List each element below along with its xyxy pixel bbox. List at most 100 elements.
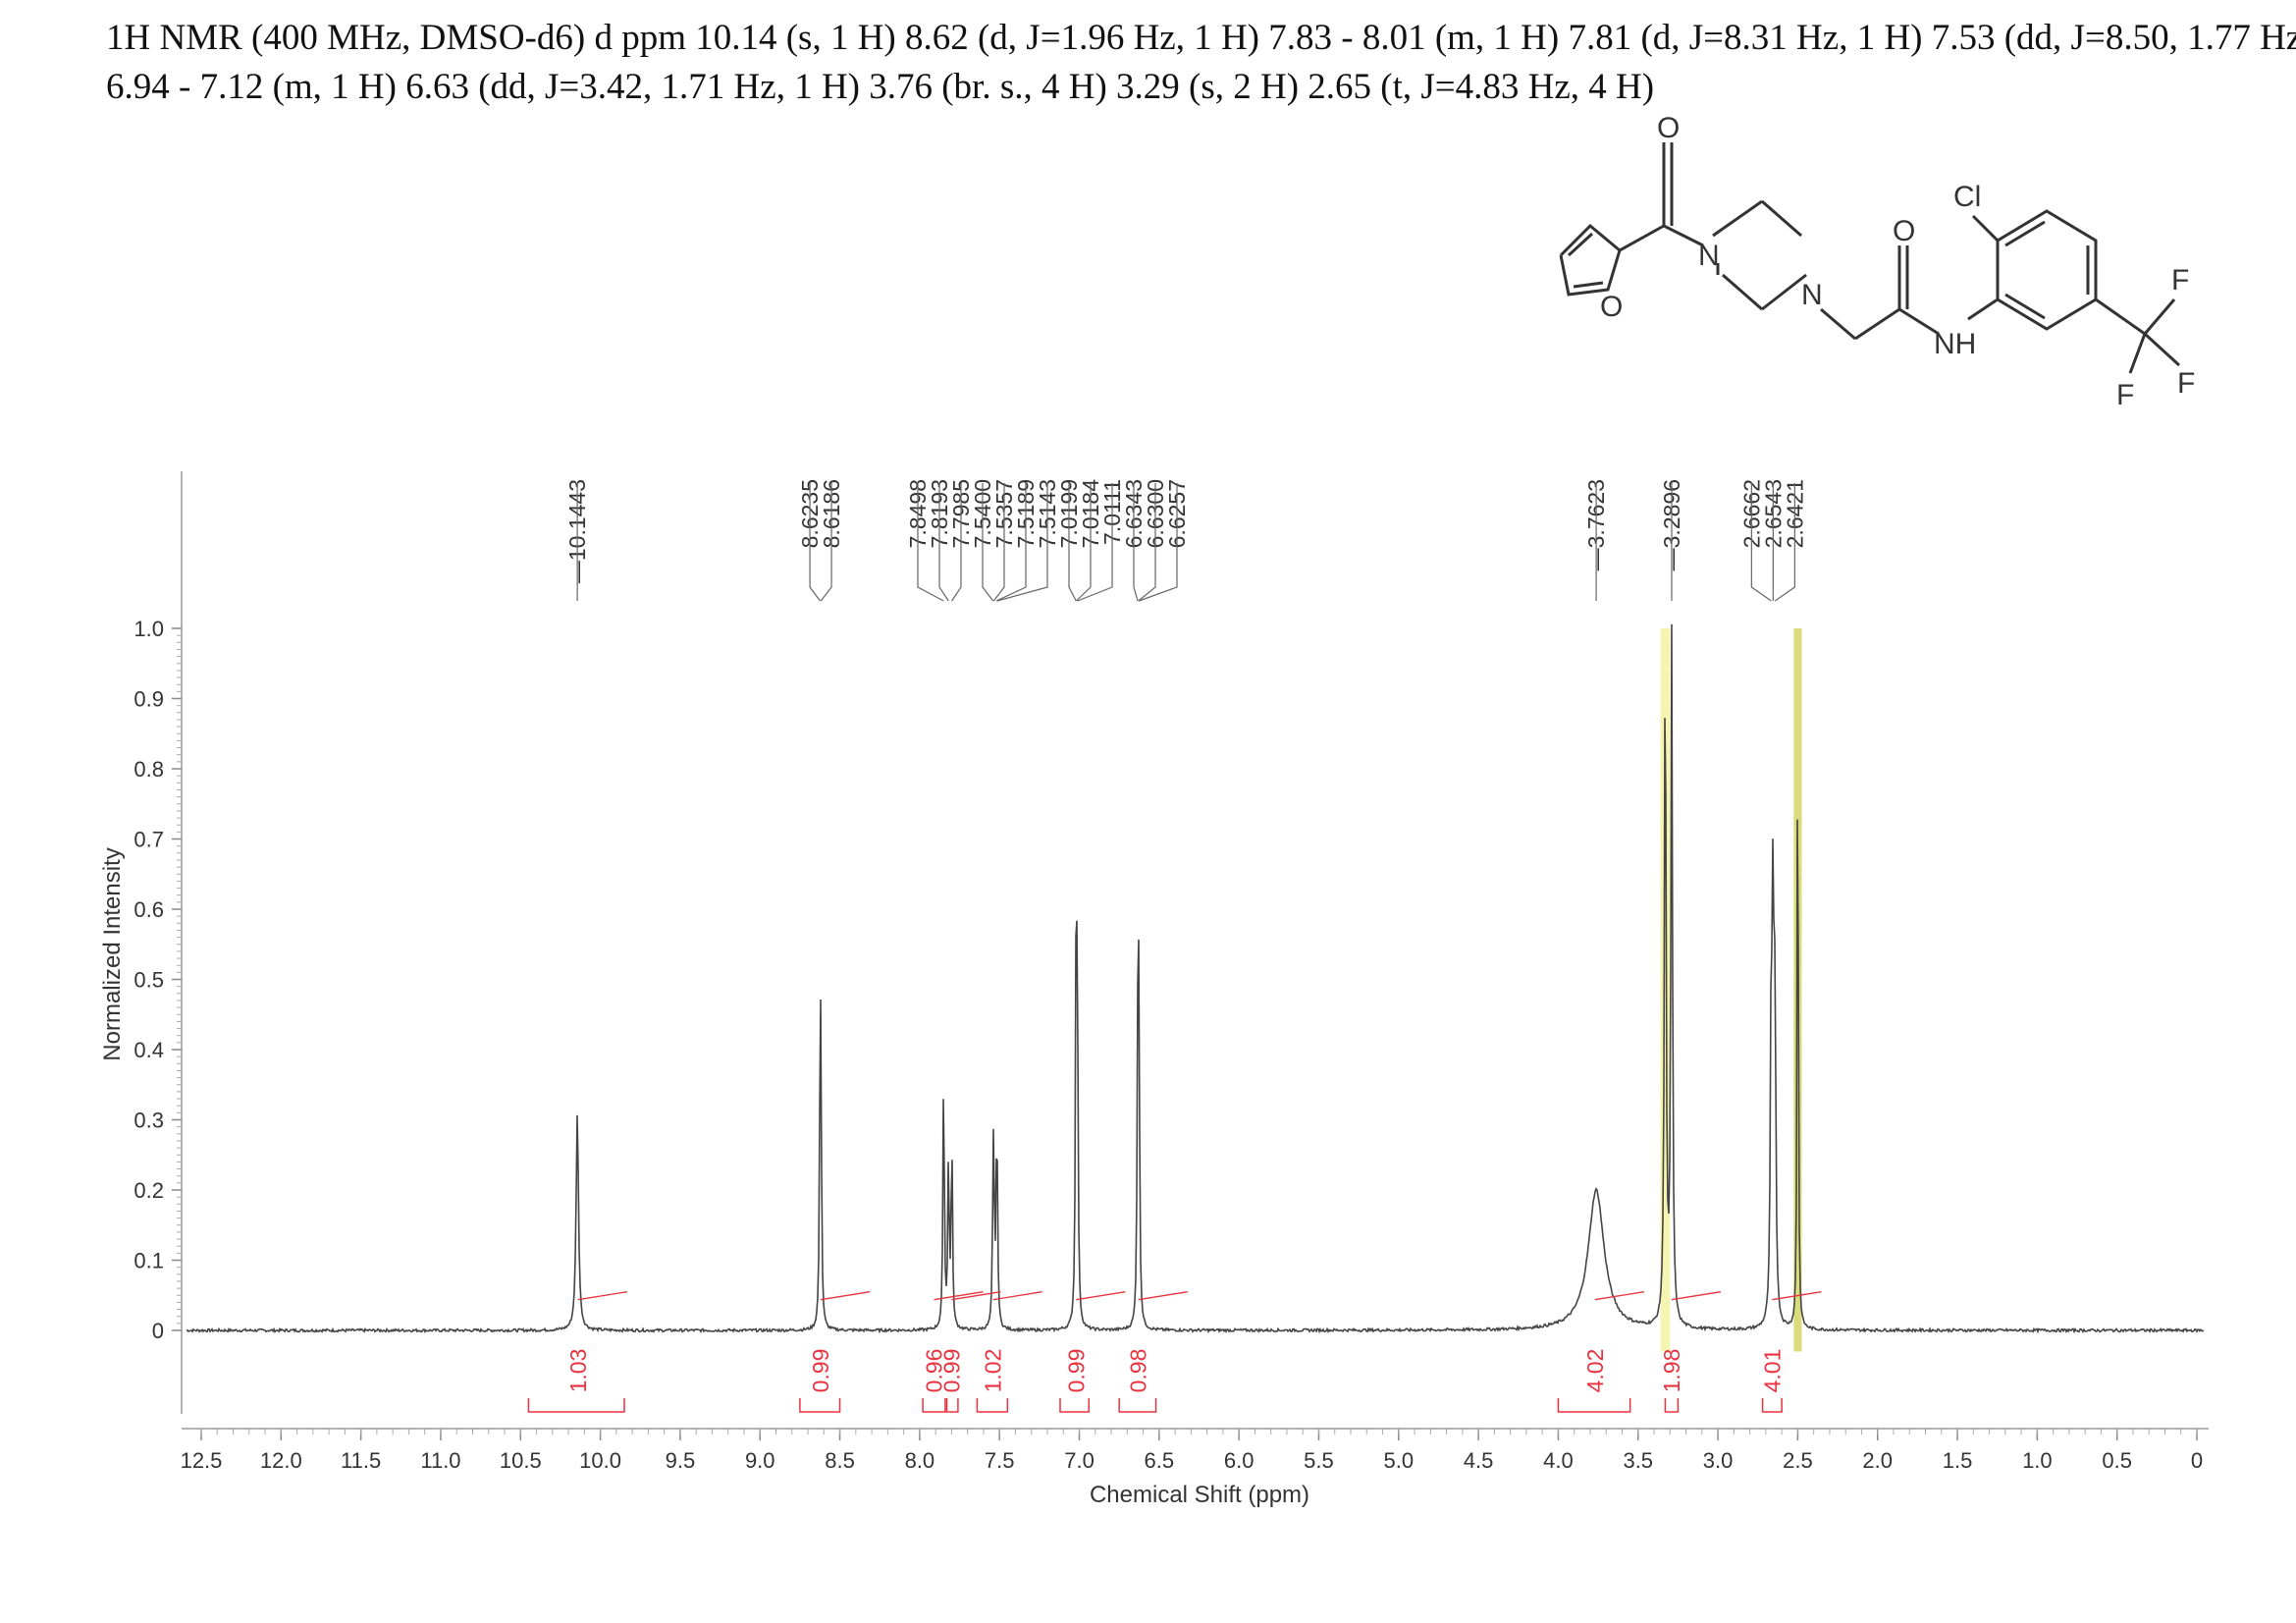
peak-label-connector [982,483,994,602]
x-tick-label: 0.5 [2102,1448,2132,1473]
chemical-structure: O N N O O NH Cl F F F [1559,112,2195,411]
peak-label-connector [1750,483,1772,602]
peak-label-connector [917,483,944,602]
x-tick-label: 3.5 [1623,1448,1653,1473]
y-tick-label: 1.0 [133,617,164,641]
peak-label-connector [938,483,949,602]
integral-bracket [1664,1398,1680,1413]
peak-label-connector [1133,483,1139,602]
integral-curve [934,1291,984,1301]
nmr-description-line-1: 1H NMR (400 MHz, DMSO-d6) d ppm 10.14 (s… [106,18,2296,58]
integral-bracket [1761,1398,1783,1413]
y-tick-label: 0 [152,1319,164,1343]
integral-bracket [1059,1398,1091,1413]
peak-label-connector [1068,483,1077,602]
peak-label-connector [820,483,832,602]
x-tick-label: 2.5 [1783,1448,1813,1473]
integral-value-label: 1.98 [1659,1349,1684,1393]
integral-bracket [1557,1398,1631,1413]
nmr-description: 1H NMR (400 MHz, DMSO-d6) d ppm 10.14 (s… [106,14,2296,112]
y-tick-label: 0.7 [133,828,164,852]
peak-label-connector [996,483,1048,602]
integral-bracket [922,1398,946,1413]
peak-label-connector [992,483,1005,602]
x-tick-label: 5.5 [1304,1448,1334,1473]
y-tick-label: 0.2 [133,1178,164,1203]
x-tick-label: 11.5 [341,1448,381,1473]
x-tick-label: 12.5 [181,1448,223,1473]
integral-curve [951,1291,1001,1301]
x-tick-label: 4.0 [1543,1448,1574,1473]
x-axis-title: Chemical Shift (ppm) [1090,1482,1309,1508]
x-tick-label: 7.0 [1064,1448,1095,1473]
peak-label-connector [1076,483,1092,602]
integral-bracket [1118,1398,1157,1413]
atom-label: O [1893,215,1915,247]
integral-value-label: 4.01 [1759,1349,1785,1393]
integral-curve [1772,1291,1822,1301]
y-tick-label: 0.9 [133,687,164,712]
y-tick-label: 0.6 [133,897,164,922]
peak-label-connector [809,483,821,602]
y-tick-label: 0.5 [133,968,164,993]
x-tick-label: 9.5 [666,1448,696,1473]
peak-label-connector [1774,483,1795,602]
integral-curve [1671,1291,1722,1301]
chart-axes: 0 0.1 0.2 0.3 0.4 0.5 0.6 0.7 0.8 0.9 1.0 12.5 12.0 1… [133,471,2209,1473]
peak-label-connector [1077,483,1113,602]
peak-label-connector [995,483,1027,602]
x-tick-label: 12.0 [260,1448,302,1473]
atom-label: F [2177,367,2195,400]
x-tick-label: 1.5 [1943,1448,1973,1473]
peak-label-connector [1138,483,1156,602]
x-tick-label: 5.0 [1384,1448,1415,1473]
x-tick-label: 6.0 [1224,1448,1255,1473]
x-tick-label: 11.0 [420,1448,460,1473]
x-tick-label: 1.0 [2022,1448,2053,1473]
integral-bracket [945,1398,959,1413]
peak-label-connector [1139,483,1178,602]
integral-value-label: 1.02 [981,1349,1006,1393]
y-tick-label: 0.8 [133,757,164,782]
integral-value-label: 4.02 [1582,1349,1608,1393]
integral-value-label: 0.98 [1126,1349,1151,1393]
x-tick-label: 0 [2191,1448,2203,1473]
x-tick-label: 8.5 [825,1448,855,1473]
integral-value-label: 1.03 [565,1349,591,1393]
nmr-description-line-2: 6.94 - 7.12 (m, 1 H) 6.63 (dd, J=3.42, 1… [106,67,1655,107]
x-tick-label: 10.0 [579,1448,621,1473]
integral-curve [1138,1291,1188,1301]
integral-bracket [799,1398,841,1413]
integral-value-label: 0.96 [922,1349,947,1393]
integral-curve [820,1291,871,1301]
solvent-highlight-regions [1660,628,1802,1352]
peak-label-connector [951,483,962,602]
solvent-region [1660,628,1671,1352]
atom-label: O [1657,112,1680,144]
atom-label: F [2116,379,2134,411]
x-tick-label: 6.5 [1145,1448,1175,1473]
atom-label: N [1698,240,1720,272]
integral-curve [1076,1291,1126,1301]
atom-label: NH [1934,328,1976,360]
integral-curve [577,1291,627,1301]
atom-label: O [1600,291,1623,323]
integral-value-label: 0.99 [938,1349,964,1393]
y-tick-label: 0.1 [133,1249,164,1273]
x-tick-label: 4.5 [1464,1448,1494,1473]
integral-curve [992,1291,1042,1301]
x-tick-label: 9.0 [745,1448,775,1473]
integral-value-label: 0.99 [1063,1349,1089,1393]
x-tick-label: 2.0 [1862,1448,1893,1473]
y-axis-title: Normalized Intensity [99,847,126,1060]
atom-label: Cl [1953,181,1981,213]
x-tick-label: 7.5 [985,1448,1015,1473]
integral-bracket [527,1398,625,1413]
x-tick-label: 8.0 [905,1448,935,1473]
y-tick-label: 0.3 [133,1109,164,1133]
spectrum-line [186,623,2205,1334]
integral-value-label: 0.99 [808,1349,833,1393]
atom-label: N [1801,279,1823,311]
